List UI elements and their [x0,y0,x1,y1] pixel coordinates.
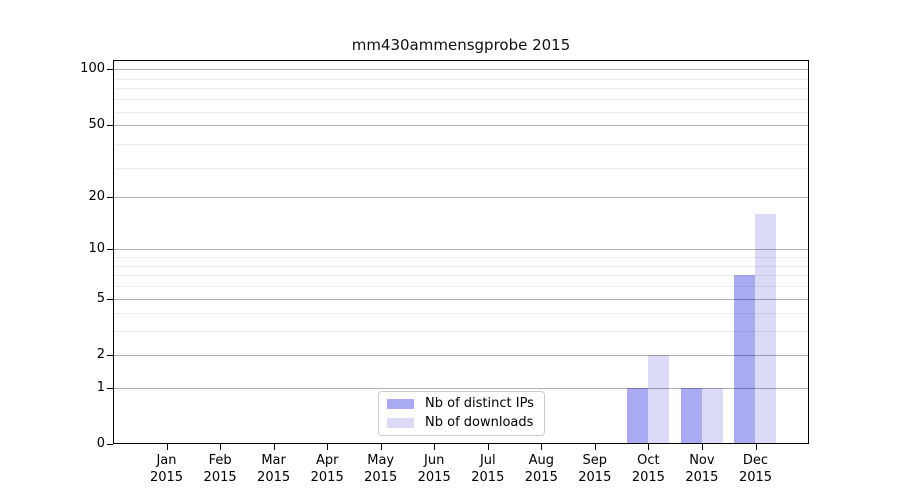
x-tick-label-apr-2015: Apr 2015 [310,453,344,485]
y-tick-label-100: 100 [80,61,105,77]
legend-item-distinct-ips: Nb of distinct IPs [387,396,536,412]
bar-downloads-oct-2015 [648,354,670,444]
y-tick-2 [107,354,113,356]
y-tick-50 [107,124,113,126]
y-tick-100 [107,69,113,71]
gridline-minor-29 [113,167,809,169]
gridline-minor-59 [113,111,809,113]
x-tick-apr-2015 [327,444,329,450]
bar-distinct-ips-oct-2015 [627,387,649,444]
x-tick-label-nov-2015: Nov 2015 [685,453,719,485]
y-tick-20 [107,196,113,198]
y-tick-10 [107,249,113,251]
legend-label-distinct-ips: Nb of distinct IPs [425,396,534,411]
x-tick-label-jul-2015: Jul 2015 [471,453,505,485]
x-tick-aug-2015 [541,444,543,450]
gridline-major-5 [113,298,809,300]
gridline-minor-69 [113,99,809,100]
x-tick-label-feb-2015: Feb 2015 [203,453,237,485]
gridline-minor-3 [113,331,809,333]
x-tick-dec-2015 [755,444,757,450]
y-tick-label-50: 50 [88,116,105,132]
y-tick-label-5: 5 [96,290,105,306]
y-tick-0 [107,444,113,445]
legend-swatch-downloads [387,418,414,428]
bar-downloads-nov-2015 [701,387,723,444]
x-tick-oct-2015 [648,444,650,450]
x-tick-jul-2015 [487,444,489,450]
legend-item-downloads: Nb of downloads [387,415,536,431]
x-tick-sep-2015 [594,444,596,450]
x-tick-feb-2015 [220,444,222,450]
x-tick-may-2015 [380,444,382,450]
gridline-minor-6 [113,286,809,287]
gridline-major-1 [113,387,809,389]
x-tick-jan-2015 [166,444,168,450]
legend-swatch-distinct-ips [387,399,414,409]
legend: Nb of distinct IPs Nb of downloads [378,391,545,436]
legend-label-downloads: Nb of downloads [425,415,534,430]
y-tick-label-0: 0 [96,436,105,451]
bar-distinct-ips-dec-2015 [734,275,756,444]
gridline-major-50 [113,124,809,126]
x-tick-label-aug-2015: Aug 2015 [524,453,558,485]
x-tick-label-jan-2015: Jan 2015 [149,453,184,485]
gridline-major-100 [113,69,809,71]
y-tick-label-1: 1 [96,379,105,395]
gridline-major-2 [113,354,809,356]
x-tick-label-sep-2015: Sep 2015 [578,453,612,485]
chart-title: mm430ammensgprobe 2015 [351,36,571,54]
gridline-minor-89 [113,78,809,80]
x-tick-nov-2015 [701,444,703,450]
y-tick-5 [107,298,113,300]
plot-frame [113,60,809,444]
gridline-major-20 [113,196,809,198]
bar-downloads-dec-2015 [755,213,777,444]
x-tick-label-jun-2015: Jun 2015 [417,453,451,485]
x-tick-mar-2015 [273,444,275,450]
gridline-minor-79 [113,88,809,90]
bar-distinct-ips-nov-2015 [680,387,702,444]
gridline-major-10 [113,249,809,251]
x-tick-label-mar-2015: Mar 2015 [257,453,291,485]
x-tick-label-dec-2015: Dec 2015 [738,453,773,485]
gridline-minor-4 [113,313,809,315]
x-tick-label-may-2015: May 2015 [364,453,398,485]
y-tick-label-2: 2 [96,346,105,362]
gridline-minor-9 [113,257,809,258]
x-tick-label-oct-2015: Oct 2015 [631,453,665,485]
x-tick-jun-2015 [434,444,436,450]
y-tick-label-20: 20 [88,188,105,204]
y-tick-1 [107,387,113,389]
gridline-minor-7 [113,275,809,277]
gridline-minor-39 [113,144,809,146]
y-tick-label-10: 10 [88,241,105,257]
gridline-minor-8 [113,265,809,267]
